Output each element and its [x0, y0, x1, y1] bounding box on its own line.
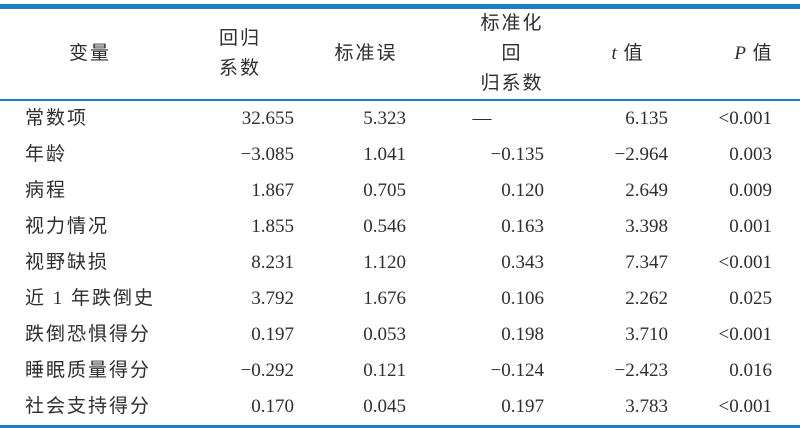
table-header: 变量 回归 系数 标准误 标准化回 归系数 t 值 P 值	[0, 9, 800, 100]
cell-t-value: 2.649	[625, 180, 668, 201]
table-row: 年龄 −3.085 1.041 −0.135 −2.964 0.003	[0, 137, 800, 173]
cell-t-value: −2.964	[614, 144, 668, 165]
row-label: 近 1 年跌倒史	[25, 288, 156, 309]
cell-regression-coefficient: 0.170	[251, 396, 294, 417]
cell-standardized-coefficient: 0.343	[501, 252, 544, 273]
cell-t-value: −2.423	[614, 360, 668, 381]
cell-standardized-coefficient: 0.163	[501, 216, 544, 237]
row-label: 跌倒恐惧得分	[25, 324, 152, 345]
cell-standard-error: 1.120	[363, 252, 406, 273]
table-row: 近 1 年跌倒史 3.792 1.676 0.106 2.262 0.025	[0, 281, 800, 317]
cell-p-value: <0.001	[718, 252, 772, 273]
cell-regression-coefficient: 3.792	[251, 288, 294, 309]
row-label: 年龄	[25, 144, 68, 165]
cell-standard-error: 0.045	[363, 396, 406, 417]
cell-standardized-coefficient: 0.198	[501, 324, 544, 345]
column-header-standard-error: 标准误	[334, 43, 398, 64]
column-header-regression-coefficient: 回归 系数	[218, 28, 261, 79]
cell-t-value: 6.135	[625, 108, 668, 129]
cell-regression-coefficient: −3.085	[240, 144, 294, 165]
cell-t-value: 3.710	[625, 324, 668, 345]
cell-p-value: <0.001	[718, 324, 772, 345]
cell-p-value: <0.001	[718, 108, 772, 129]
header-row: 变量 回归 系数 标准误 标准化回 归系数 t 值 P 值	[0, 9, 800, 100]
cell-t-value: 7.347	[625, 252, 668, 273]
cell-p-value: <0.001	[718, 396, 772, 417]
column-header-standardized-coefficient: 标准化回 归系数	[480, 13, 544, 94]
t-value-symbol: t	[611, 43, 617, 64]
cell-t-value: 3.783	[625, 396, 668, 417]
cell-p-value: 0.003	[729, 144, 772, 165]
row-label: 社会支持得分	[25, 396, 152, 417]
table-row: 社会支持得分 0.170 0.045 0.197 3.783 <0.001	[0, 389, 800, 427]
cell-regression-coefficient: 32.655	[241, 108, 294, 129]
p-value-symbol: P	[734, 43, 746, 64]
paper-table-page: 变量 回归 系数 标准误 标准化回 归系数 t 值 P 值 常数项 32.655 5.323 — 6.…	[0, 4, 800, 428]
cell-standardized-coefficient: 0.106	[501, 288, 544, 309]
column-header-t-value: t 值	[611, 43, 645, 64]
row-label: 睡眠质量得分	[25, 360, 152, 381]
row-label: 病程	[25, 180, 68, 201]
table-top-rule	[0, 4, 800, 9]
regression-table: 变量 回归 系数 标准误 标准化回 归系数 t 值 P 值 常数项 32.655 5.323 — 6.…	[0, 9, 800, 428]
cell-standardized-coefficient: —	[472, 108, 492, 129]
row-label: 常数项	[25, 108, 89, 129]
row-label: 视野缺损	[25, 252, 110, 273]
table-row: 病程 1.867 0.705 0.120 2.649 0.009	[0, 173, 800, 209]
cell-regression-coefficient: 0.197	[251, 324, 294, 345]
table-row: 常数项 32.655 5.323 — 6.135 <0.001	[0, 100, 800, 137]
cell-standard-error: 5.323	[363, 108, 406, 129]
cell-standard-error: 1.041	[363, 144, 406, 165]
cell-regression-coefficient: −0.292	[240, 360, 294, 381]
cell-standardized-coefficient: −0.124	[490, 360, 544, 381]
cell-standardized-coefficient: 0.197	[501, 396, 544, 417]
column-header-variable: 变量	[68, 43, 111, 64]
cell-standard-error: 0.546	[363, 216, 406, 237]
cell-regression-coefficient: 1.867	[251, 180, 294, 201]
cell-standardized-coefficient: 0.120	[501, 180, 544, 201]
cell-standard-error: 1.676	[363, 288, 406, 309]
column-header-p-value: P 值	[734, 43, 774, 64]
table-body: 常数项 32.655 5.323 — 6.135 <0.001 年龄 −3.085 1.041 −…	[0, 100, 800, 427]
cell-standard-error: 0.121	[363, 360, 406, 381]
cell-standardized-coefficient: −0.135	[490, 144, 544, 165]
cell-p-value: 0.001	[729, 216, 772, 237]
table-row: 睡眠质量得分 −0.292 0.121 −0.124 −2.423 0.016	[0, 353, 800, 389]
table-row: 视野缺损 8.231 1.120 0.343 7.347 <0.001	[0, 245, 800, 281]
table-row: 视力情况 1.855 0.546 0.163 3.398 0.001	[0, 209, 800, 245]
cell-regression-coefficient: 1.855	[251, 216, 294, 237]
cell-standard-error: 0.705	[363, 180, 406, 201]
cell-p-value: 0.016	[729, 360, 772, 381]
table-row: 跌倒恐惧得分 0.197 0.053 0.198 3.710 <0.001	[0, 317, 800, 353]
cell-p-value: 0.009	[729, 180, 772, 201]
cell-standard-error: 0.053	[363, 324, 406, 345]
cell-p-value: 0.025	[729, 288, 772, 309]
cell-t-value: 2.262	[625, 288, 668, 309]
row-label: 视力情况	[25, 216, 110, 237]
cell-regression-coefficient: 8.231	[251, 252, 294, 273]
cell-t-value: 3.398	[625, 216, 668, 237]
